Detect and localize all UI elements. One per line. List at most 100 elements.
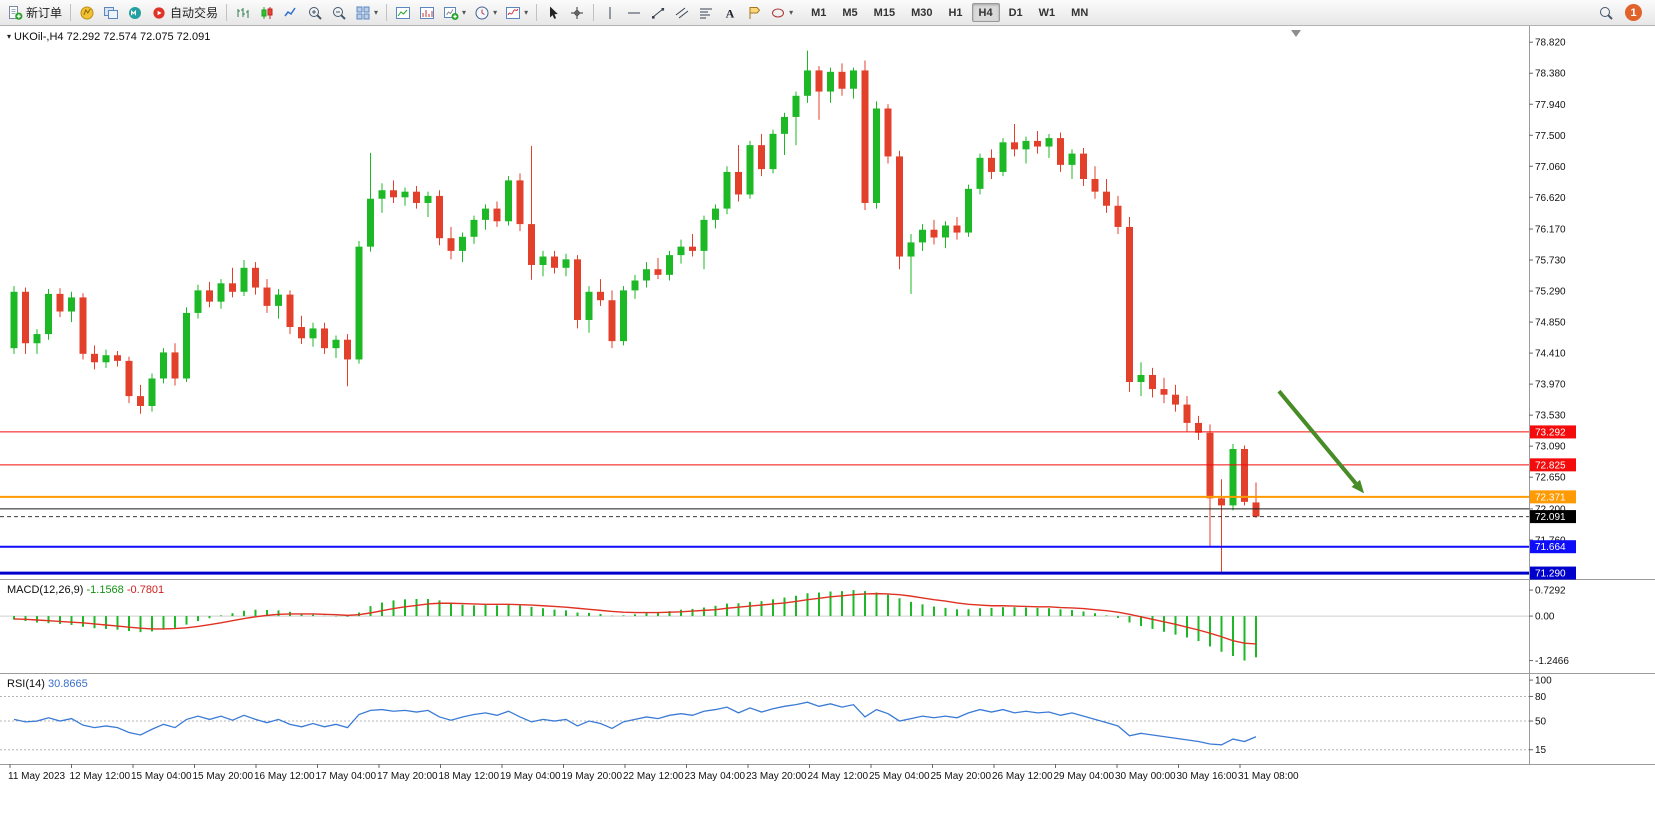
crosshair-button[interactable] xyxy=(565,2,589,24)
candle xyxy=(597,291,604,301)
rsi-axis-label: 15 xyxy=(1535,745,1547,756)
candle xyxy=(574,259,581,320)
candle xyxy=(528,224,535,265)
clock-icon xyxy=(475,6,489,19)
timeframe-button-w1[interactable]: W1 xyxy=(1032,3,1063,22)
vertical-line-button[interactable] xyxy=(598,2,622,24)
cursor-button[interactable] xyxy=(541,2,565,24)
candle xyxy=(735,171,742,195)
price-axis-label: 77.500 xyxy=(1535,131,1566,142)
trend-arrow-head[interactable] xyxy=(1351,479,1365,494)
candle xyxy=(45,293,52,335)
autotrading-label: 自动交易 xyxy=(170,6,219,20)
candle xyxy=(677,246,685,256)
price-tag[interactable] xyxy=(1530,425,1576,439)
timeframe-button-h4[interactable]: H4 xyxy=(971,3,1000,22)
autotrading-button[interactable]: 自动交易 xyxy=(147,2,222,24)
bar-chart-button[interactable] xyxy=(231,2,255,24)
timeframe-button-m5[interactable]: M5 xyxy=(835,3,864,22)
price-tag[interactable] xyxy=(1530,510,1576,524)
timeframe-button-h1[interactable]: H1 xyxy=(941,3,969,22)
price-tag[interactable] xyxy=(1530,458,1576,472)
price-axis-label: 77.940 xyxy=(1535,100,1566,111)
metaeditor-button[interactable] xyxy=(75,2,99,24)
candle xyxy=(907,242,915,257)
timeframe-button-m1[interactable]: M1 xyxy=(804,3,833,22)
timeframe-button-d1[interactable]: D1 xyxy=(1002,3,1030,22)
new-chart-button[interactable]: ▾ xyxy=(439,2,470,24)
periods-button[interactable]: ▾ xyxy=(470,2,501,24)
time-axis-label: 29 May 04:00 xyxy=(1054,771,1115,782)
candlestick-chart-button[interactable] xyxy=(255,2,279,24)
new-order-icon xyxy=(9,5,23,20)
new-order-button[interactable]: 新订单 xyxy=(3,2,66,24)
community-button[interactable] xyxy=(123,2,147,24)
timeframe-button-m30[interactable]: M30 xyxy=(904,3,939,22)
timeframe-button-m15[interactable]: M15 xyxy=(867,3,902,22)
candle xyxy=(79,297,87,354)
candle xyxy=(1229,448,1237,506)
price-tag[interactable] xyxy=(1530,566,1576,580)
candle xyxy=(884,108,892,157)
toolbar-separator xyxy=(226,4,228,21)
fibonacci-button[interactable] xyxy=(694,2,718,24)
chart-shift-marker[interactable] xyxy=(1291,30,1301,37)
notification-badge[interactable]: 1 xyxy=(1625,4,1642,21)
channel-button[interactable] xyxy=(670,2,694,24)
zoom-out-button[interactable] xyxy=(327,2,351,24)
candle xyxy=(10,291,18,349)
chart-window-icon xyxy=(396,6,411,19)
bar-chart-icon xyxy=(237,7,249,18)
trend-arrow-line[interactable] xyxy=(1277,389,1358,485)
collapse-triangle-icon[interactable]: ▾ xyxy=(7,32,12,41)
time-axis-label: 18 May 12:00 xyxy=(439,771,500,782)
candle xyxy=(148,378,156,406)
chevron-down-icon: ▾ xyxy=(374,7,379,17)
shapes-button[interactable]: ▾ xyxy=(766,2,797,24)
arrange-windows-button[interactable]: ▾ xyxy=(351,2,382,24)
candle xyxy=(700,219,708,251)
timeframe-button-mn[interactable]: MN xyxy=(1064,3,1095,22)
label-button[interactable] xyxy=(742,2,766,24)
trendline-button[interactable] xyxy=(646,2,670,24)
price-axis-label: 73.530 xyxy=(1535,411,1566,422)
zoom-in-button[interactable] xyxy=(303,2,327,24)
toolbar-right-group: 1 xyxy=(1594,2,1652,24)
candle xyxy=(620,290,627,342)
price-tag[interactable] xyxy=(1530,490,1576,504)
candle xyxy=(1195,422,1202,433)
text-button[interactable]: A xyxy=(718,2,742,24)
candle xyxy=(183,312,190,379)
tile-bars-button[interactable] xyxy=(415,2,439,24)
candle xyxy=(919,229,926,243)
candle xyxy=(666,255,673,275)
horizontal-line-button[interactable] xyxy=(622,2,646,24)
macd-name: MACD(12,26,9) xyxy=(7,584,84,596)
candle xyxy=(631,280,639,291)
indicators-button[interactable]: ▾ xyxy=(501,2,532,24)
time-axis-label: 31 May 08:00 xyxy=(1238,771,1299,782)
price-tag[interactable] xyxy=(1530,540,1576,554)
candle xyxy=(838,71,846,89)
candle xyxy=(1137,374,1145,383)
terminal-windows-button[interactable] xyxy=(99,2,123,24)
time-axis-label: 22 May 12:00 xyxy=(623,771,684,782)
macd-value: -1.1568 xyxy=(86,584,124,596)
price-tag-label: 71.290 xyxy=(1535,569,1566,580)
price-axis-label: 76.620 xyxy=(1535,193,1566,204)
candle xyxy=(1057,138,1064,165)
autotrading-icon xyxy=(153,6,165,19)
price-axis-label: 74.850 xyxy=(1535,318,1566,329)
line-chart-button[interactable] xyxy=(279,2,303,24)
price-axis-label: 75.730 xyxy=(1535,256,1566,267)
rsi-name: RSI(14) xyxy=(7,678,45,690)
macd-axis-label: -1.2466 xyxy=(1535,656,1569,667)
tile-chart-button[interactable] xyxy=(391,2,415,24)
candle xyxy=(1149,374,1156,390)
candle xyxy=(401,191,409,198)
new-chart-icon xyxy=(444,6,459,20)
search-button[interactable] xyxy=(1594,2,1618,24)
time-axis-label: 19 May 20:00 xyxy=(562,771,623,782)
candle xyxy=(988,157,995,172)
price-axis-label: 77.060 xyxy=(1535,162,1566,173)
